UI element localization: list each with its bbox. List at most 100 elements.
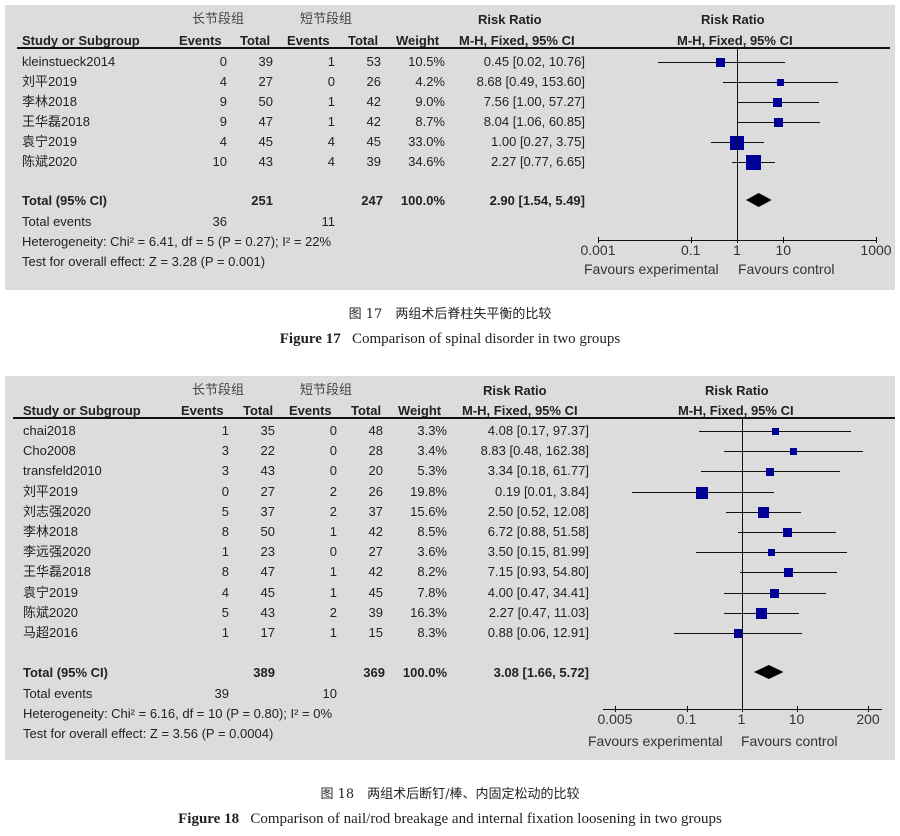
events-ctl: 1 xyxy=(329,564,337,579)
events-ctl: 2 xyxy=(329,484,337,499)
total-n2: 247 xyxy=(361,193,383,208)
study-ci: 4.00 [0.47, 34.41] xyxy=(487,585,589,600)
study-name: 袁宁2019 xyxy=(22,134,77,149)
study-ci: 2.27 [0.77, 6.65] xyxy=(491,154,585,169)
study-name: 李林2018 xyxy=(22,94,77,109)
events-exp: 0 xyxy=(221,484,229,499)
total-exp: 39 xyxy=(258,54,273,69)
total-exp: 22 xyxy=(260,443,275,458)
total-ctl: 26 xyxy=(368,484,383,499)
total-n1: 389 xyxy=(253,665,275,680)
point-estimate-marker xyxy=(790,448,797,455)
events-ctl: 2 xyxy=(329,504,337,519)
total-ctl: 39 xyxy=(368,605,383,620)
events-exp: 5 xyxy=(221,605,229,620)
events-ctl: 0 xyxy=(327,74,335,89)
study-weight: 19.8% xyxy=(410,484,447,499)
study-name: 李林2018 xyxy=(23,524,78,539)
plot-subheader: M-H, Fixed, 95% CI xyxy=(678,403,794,418)
x-tick xyxy=(741,706,743,712)
point-estimate-marker xyxy=(755,608,767,619)
overall-effect: Test for overall effect: Z = 3.28 (P = 0… xyxy=(22,254,266,269)
events-ctl: 0 xyxy=(329,463,337,478)
point-estimate-marker xyxy=(770,589,780,598)
total-exp: 43 xyxy=(258,154,273,169)
total-ctl: 53 xyxy=(366,54,381,69)
study-name: kleinstueck2014 xyxy=(22,54,116,69)
pooled-estimate-diamond xyxy=(745,193,772,207)
total-ctl: 45 xyxy=(368,585,383,600)
point-estimate-marker xyxy=(774,118,784,127)
study-ci: 4.08 [0.17, 97.37] xyxy=(487,423,589,438)
study-name: 马超2016 xyxy=(23,625,78,640)
events-exp: 8 xyxy=(221,524,229,539)
col-study: Study or Subgroup xyxy=(22,33,140,48)
total-events-1: 39 xyxy=(214,686,229,701)
total-weight: 100.0% xyxy=(400,193,445,208)
events-exp: 4 xyxy=(219,74,227,89)
study-ci: 1.00 [0.27, 3.75] xyxy=(491,134,585,149)
study-weight: 16.3% xyxy=(410,605,447,620)
total-n1: 251 xyxy=(251,193,273,208)
study-name: 王华磊2018 xyxy=(23,564,91,579)
x-tick xyxy=(868,706,869,712)
total-ctl: 20 xyxy=(368,463,383,478)
col-events-1: Events xyxy=(179,33,222,48)
events-ctl: 4 xyxy=(327,154,335,169)
study-ci: 3.34 [0.18, 61.77] xyxy=(487,463,589,478)
caption-en-17: Figure 17 Comparison of spinal disorder … xyxy=(0,331,900,348)
study-weight: 4.2% xyxy=(415,74,445,89)
study-name: 陈斌2020 xyxy=(23,605,78,620)
events-ctl: 1 xyxy=(329,524,337,539)
total-exp: 45 xyxy=(258,134,273,149)
events-exp: 0 xyxy=(219,54,227,69)
total-exp: 43 xyxy=(260,463,275,478)
total-ctl: 39 xyxy=(366,154,381,169)
caption-cn-17: 图 17 两组术后脊柱失平衡的比较 xyxy=(348,307,552,322)
point-estimate-marker xyxy=(757,507,769,518)
total-exp: 17 xyxy=(260,625,275,640)
study-ci: 3.50 [0.15, 81.99] xyxy=(487,544,589,559)
overall-effect: Test for overall effect: Z = 3.56 (P = 0… xyxy=(23,726,274,741)
group-header-long: 长节段组 xyxy=(192,12,245,27)
point-estimate-marker xyxy=(771,428,779,435)
study-ci: 7.56 [1.00, 57.27] xyxy=(483,94,585,109)
study-name: 刘平2019 xyxy=(23,484,78,499)
total-ctl: 15 xyxy=(368,625,383,640)
point-estimate-marker xyxy=(784,568,793,577)
point-estimate-marker xyxy=(716,58,726,67)
point-estimate-marker xyxy=(767,549,775,556)
total-ctl: 27 xyxy=(368,544,383,559)
group-header-short: 短节段组 xyxy=(300,383,353,398)
pooled-estimate-diamond xyxy=(753,665,784,679)
caption-en-text: Comparison of spinal disorder in two gro… xyxy=(351,331,621,347)
study-name: chai2018 xyxy=(23,423,76,438)
total-exp: 45 xyxy=(260,585,275,600)
caption-cn-18: 图 18 两组术后断钉/棒、内固定松动的比较 xyxy=(320,787,580,802)
events-exp: 1 xyxy=(221,625,229,640)
total-events-label: Total events xyxy=(22,214,92,229)
null-effect-line xyxy=(741,418,743,709)
point-estimate-marker xyxy=(773,98,783,107)
plot-header: Risk Ratio xyxy=(705,383,769,398)
x-tick xyxy=(876,237,877,243)
events-exp: 4 xyxy=(219,134,227,149)
study-ci: 2.27 [0.47, 11.03] xyxy=(488,605,589,620)
events-exp: 1 xyxy=(221,423,229,438)
x-tick xyxy=(783,237,785,243)
study-name: 刘平2019 xyxy=(22,74,77,89)
events-ctl: 1 xyxy=(329,585,337,600)
events-exp: 10 xyxy=(212,154,227,169)
x-tick xyxy=(796,706,798,712)
events-exp: 1 xyxy=(221,544,229,559)
total-ci: 3.08 [1.66, 5.72] xyxy=(493,665,589,680)
study-name: 王华磊2018 xyxy=(22,114,90,129)
total-exp: 47 xyxy=(258,114,273,129)
total-weight: 100.0% xyxy=(402,665,447,680)
events-ctl: 1 xyxy=(327,94,335,109)
x-tick xyxy=(690,237,692,243)
study-weight: 33.0% xyxy=(408,134,445,149)
point-estimate-marker xyxy=(766,467,775,476)
total-ctl: 42 xyxy=(368,524,383,539)
point-estimate-marker xyxy=(695,486,708,499)
